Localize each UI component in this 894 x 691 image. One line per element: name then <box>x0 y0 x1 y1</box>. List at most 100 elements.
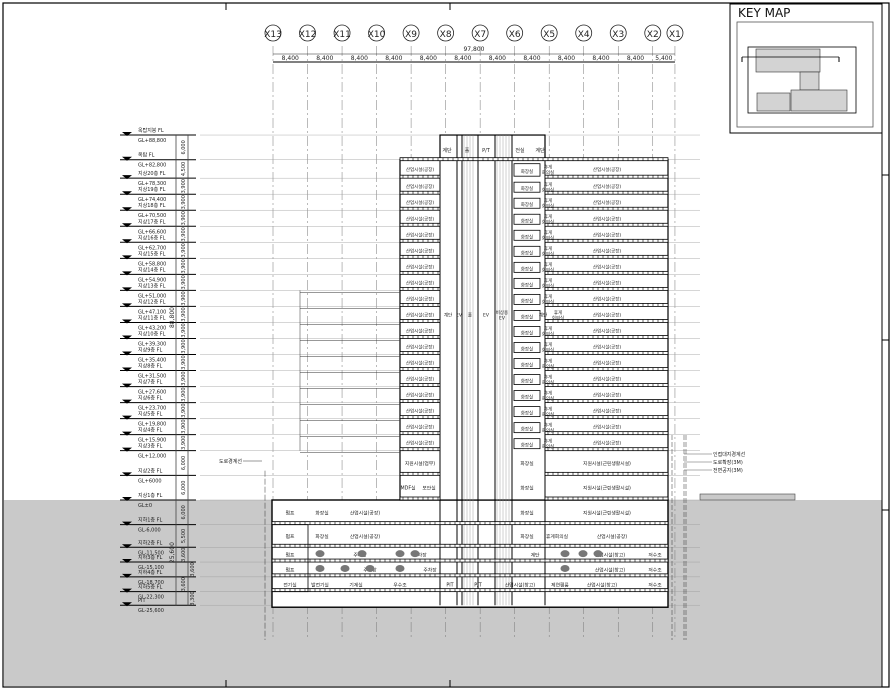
room-label: 산업시설(창고) <box>505 581 535 588</box>
span-dimension: 8,400 <box>282 55 299 62</box>
text-line: 휴게 <box>544 229 552 236</box>
level-marker-icon <box>122 383 132 388</box>
text-line: 회의실 <box>542 219 554 226</box>
floor-slab <box>544 471 669 476</box>
span-dimension: 8,400 <box>420 55 437 62</box>
level-name: 지상1층 FL <box>138 492 162 499</box>
level-name: 지상10층 FL <box>138 330 166 337</box>
level-marker-icon <box>122 573 132 578</box>
key-map-block <box>755 48 821 73</box>
core-stair-label: 계단 <box>444 311 452 318</box>
level-dimension: 6,000 <box>181 456 187 470</box>
room-label: MDF실 <box>400 485 415 492</box>
text-line: 비상용 <box>496 309 508 316</box>
text-line: 휴게 <box>544 197 552 204</box>
penthouse-room-label: 전실 <box>515 147 525 154</box>
grid-label: X4 <box>578 30 590 40</box>
floor-slab <box>399 286 441 291</box>
span-dimension: 8,400 <box>489 55 506 62</box>
room-label: 산업시설(창고) <box>587 581 617 588</box>
level-name: 지상19층 FL <box>138 186 166 193</box>
text-line: 휴게 <box>544 421 552 428</box>
grid-label: X6 <box>509 30 521 40</box>
span-dimension: 8,400 <box>523 55 540 62</box>
grid-label: X8 <box>440 30 452 40</box>
room-label-industrial: 산업시설(공장) <box>406 392 435 399</box>
room-label: 펌프 <box>286 566 295 573</box>
text-line: 회의실 <box>542 395 554 402</box>
core-emergency-ev-label: 비상용 EV <box>496 309 508 322</box>
room-label-lounge: 휴게 회의실 <box>542 437 554 450</box>
core-hall-label: 홀 <box>468 311 472 318</box>
level-name: 지상20층 FL <box>138 170 166 177</box>
level-marker-icon <box>122 255 132 260</box>
level-name: 지상7층 FL <box>138 379 162 386</box>
text-line: 휴게 <box>544 164 552 171</box>
room-label-lounge: 휴게 회의실 <box>542 389 554 402</box>
level-elevation: GL+15,900 <box>138 438 166 444</box>
car-icon <box>578 550 588 558</box>
span-dimension: 5,400 <box>655 55 672 62</box>
car-icon <box>340 564 350 572</box>
span-dimension: 8,400 <box>385 55 402 62</box>
room-label-lounge: 휴게 회의실 <box>542 213 554 226</box>
room-label-industrial: 산업시설(공장) <box>593 440 622 447</box>
span-dimension: 8,400 <box>558 55 575 62</box>
room-label-industrial: 산업시설(공장) <box>593 311 622 318</box>
level-dimension: 3,900 <box>181 307 187 321</box>
span-dimension: 8,400 <box>454 55 471 62</box>
room-label: 계단 <box>531 552 540 559</box>
room-label-industrial: 산업시설(공장) <box>593 295 622 302</box>
room-label: 지원시설(근린생활시설) <box>583 460 631 467</box>
floor-slab <box>544 286 669 291</box>
floor-slab <box>544 415 669 420</box>
level-marker-icon <box>122 335 132 340</box>
floor-slab <box>544 383 669 387</box>
car-icon <box>395 564 405 572</box>
road-widening-label: 도로확장(3M) <box>713 459 743 466</box>
level-name: 지상6층 FL <box>138 395 162 402</box>
room-label-toilet: 화장실 <box>521 168 533 175</box>
level-dimension: 6,000 <box>181 505 187 519</box>
level-dimension: 4,500 <box>181 162 187 176</box>
room-label: 발전기실 <box>311 581 329 588</box>
text-line: 회의실 <box>542 235 554 242</box>
level-marker-icon <box>122 431 132 436</box>
car-icon <box>315 550 325 558</box>
level-marker-icon <box>122 588 132 593</box>
room-label-industrial: 산업시설(공장) <box>406 327 435 334</box>
room-label-industrial: 산업시설(공장) <box>593 166 622 173</box>
adjacent-boundary-label: 인접대지경계선 <box>713 451 746 458</box>
grid-label: X5 <box>543 30 555 40</box>
room-label: P/T <box>474 582 482 588</box>
text-line: 휴게 <box>544 357 552 364</box>
room-label-lounge: 휴게 회의실 <box>542 325 554 338</box>
room-label-industrial: 산업시설(공장) <box>593 408 622 415</box>
room-label: 화장실 <box>520 509 533 516</box>
room-label: 펌프 <box>286 552 295 559</box>
room-label-industrial: 산업시설(공장) <box>593 360 622 367</box>
room-label-lounge: 휴게 회의실 <box>542 357 554 370</box>
room-label-industrial: 산업시설(공장) <box>593 263 622 270</box>
text-line: 회의실 <box>542 331 554 338</box>
total-height-above: 88,800 <box>169 307 176 328</box>
room-label: 저수조 <box>648 566 662 573</box>
grid-bubble <box>644 24 662 42</box>
level-marker-icon <box>122 156 132 161</box>
room-label: 산업시설(공장) <box>350 509 380 516</box>
level-dimension: 3,600 <box>181 547 187 561</box>
level-elevation: GL-15,100 <box>138 565 164 571</box>
level-dimension: 6,000 <box>181 140 187 154</box>
level-marker-icon <box>122 191 132 196</box>
room-label-toilet: 화장실 <box>521 201 533 208</box>
level-name: 지하2층 FL <box>138 539 162 546</box>
grid-bubble <box>437 24 455 42</box>
toilet-room <box>513 181 541 193</box>
level-dimension: 3,300 <box>190 591 196 605</box>
toilet-room <box>513 245 541 257</box>
grid-bubble <box>506 24 524 42</box>
level-elevation: GL-18,700 <box>138 580 164 586</box>
pump-room-column <box>271 524 309 593</box>
room-label-industrial: 산업시설(공장) <box>406 263 435 270</box>
room-label-lounge: 휴게 회의실 <box>542 181 554 194</box>
